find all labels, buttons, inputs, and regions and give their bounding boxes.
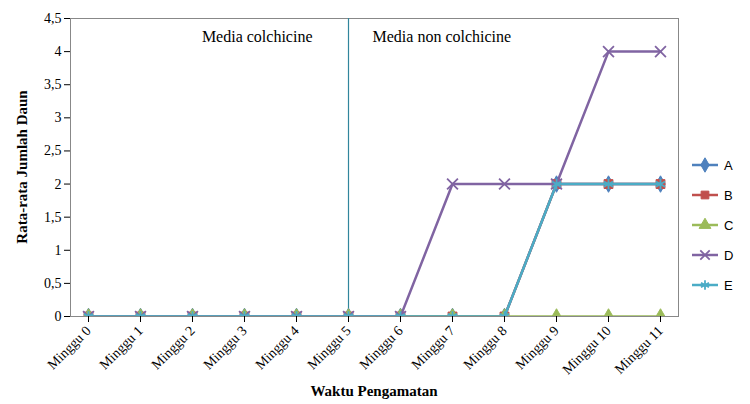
svg-text:Minggu 10: Minggu 10: [559, 323, 613, 377]
html-text:C: C: [724, 217, 734, 233]
svg-text:Minggu 8: Minggu 8: [460, 323, 509, 372]
svg-text:Minggu 1: Minggu 1: [96, 323, 145, 372]
svg-text:4,5: 4,5: [44, 11, 62, 26]
svg-text:Minggu 2: Minggu 2: [148, 323, 197, 372]
html-text:A: A: [724, 157, 733, 173]
svg-text:2: 2: [55, 177, 62, 192]
svg-text:4: 4: [55, 44, 62, 59]
svg-text:Minggu 9: Minggu 9: [512, 323, 561, 372]
svg-text:0: 0: [55, 309, 62, 324]
html-text:B: B: [724, 187, 733, 203]
svg-text:2,5: 2,5: [44, 143, 62, 158]
svg-text:Minggu 6: Minggu 6: [356, 323, 405, 372]
svg-text:Minggu 4: Minggu 4: [252, 323, 301, 372]
svg-text:1,5: 1,5: [44, 210, 62, 225]
svg-text:Minggu 11: Minggu 11: [612, 323, 666, 377]
svg-text:Minggu 3: Minggu 3: [200, 323, 249, 372]
html-text:D: D: [724, 247, 734, 263]
svg-text:0,5: 0,5: [44, 276, 62, 291]
html-text:Rata-rata Jumlah Daun: Rata-rata Jumlah Daun: [13, 90, 30, 244]
svg-text:Minggu 5: Minggu 5: [304, 323, 353, 372]
svg-text:Minggu 7: Minggu 7: [408, 323, 457, 372]
svg-text:Minggu 0: Minggu 0: [44, 323, 93, 372]
html-text:Waktu Pengamatan: Waktu Pengamatan: [310, 383, 438, 399]
svg-text:Media non colchicine: Media non colchicine: [373, 28, 512, 45]
svg-text:Media colchicine: Media colchicine: [202, 28, 313, 45]
html-text:E: E: [724, 277, 733, 293]
svg-text:3: 3: [55, 110, 62, 125]
svg-text:1: 1: [55, 243, 62, 258]
svg-text:3,5: 3,5: [44, 77, 62, 92]
